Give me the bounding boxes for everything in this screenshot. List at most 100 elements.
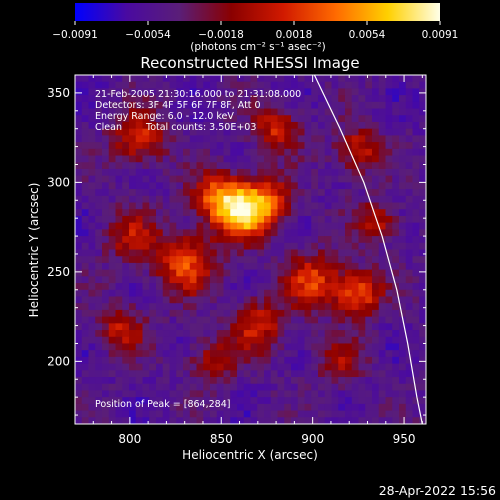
heatmap-cell (250, 128, 258, 136)
heatmap-cell (358, 88, 366, 96)
heatmap-cell (365, 330, 373, 338)
heatmap-cell (95, 242, 103, 251)
heatmap-cell (318, 128, 326, 136)
annotation-clean: Clean (95, 122, 122, 133)
heatmap-cell (189, 289, 198, 298)
heatmap-cell (304, 148, 312, 157)
heatmap-cell (135, 390, 144, 398)
heatmap-cell (291, 229, 299, 237)
heatmap-cell (284, 249, 292, 257)
heatmap-cell (189, 115, 198, 123)
heatmap-cell (243, 202, 252, 210)
heatmap-cell (351, 195, 360, 204)
heatmap-cell (324, 403, 333, 412)
heatmap-cell (250, 316, 258, 324)
heatmap-cell (162, 88, 171, 96)
heatmap-cell (183, 128, 191, 136)
heatmap-cell (223, 283, 231, 291)
heatmap-cell (378, 121, 387, 130)
heatmap-cell (405, 101, 414, 110)
heatmap-cell (149, 256, 157, 264)
heatmap-cell (264, 363, 272, 371)
heatmap-cell (122, 350, 130, 358)
heatmap-cell (189, 316, 198, 324)
heatmap-cell (345, 128, 353, 136)
heatmap-cell (75, 336, 83, 345)
heatmap-cell (257, 142, 265, 150)
heatmap-cell (419, 262, 426, 271)
heatmap-cell (304, 75, 312, 83)
heatmap-cell (129, 397, 137, 405)
heatmap-cell (331, 135, 339, 143)
heatmap-cell (358, 390, 366, 398)
heatmap-cell (297, 189, 306, 197)
heatmap-cell (156, 410, 164, 418)
heatmap-cell (162, 75, 171, 83)
heatmap-cell (189, 296, 198, 304)
heatmap-cell (149, 330, 157, 338)
heatmap-cell (108, 323, 117, 331)
heatmap-cell (338, 95, 346, 103)
heatmap-cell (183, 242, 191, 251)
heatmap-cell (318, 363, 326, 371)
heatmap-cell (169, 155, 177, 163)
heatmap-cell (115, 215, 123, 224)
heatmap-cell (75, 323, 83, 331)
heatmap-cell (95, 403, 103, 412)
heatmap-cell (129, 343, 137, 351)
heatmap-cell (81, 115, 90, 123)
heatmap-cell (203, 410, 211, 418)
heatmap-cell (345, 262, 353, 271)
heatmap-cell (264, 336, 272, 345)
heatmap-cell (108, 155, 117, 163)
heatmap-cell (122, 303, 130, 311)
heatmap-cell (372, 377, 380, 385)
heatmap-cell (75, 269, 83, 277)
heatmap-cell (102, 128, 110, 136)
heatmap-cell (230, 168, 238, 177)
heatmap-cell (142, 162, 150, 170)
heatmap-cell (277, 262, 285, 271)
heatmap-cell (142, 75, 150, 83)
heatmap-cell (230, 390, 238, 398)
heatmap-cell (176, 195, 184, 204)
heatmap-cell (81, 262, 90, 271)
heatmap-cell (210, 323, 218, 331)
heatmap-cell (237, 142, 245, 150)
heatmap-cell (277, 403, 285, 412)
heatmap-cell (196, 276, 204, 284)
heatmap-cell (291, 142, 299, 150)
heatmap-cell (135, 356, 144, 365)
heatmap-cell (135, 410, 144, 418)
heatmap-cell (210, 350, 218, 358)
heatmap-cell (277, 182, 285, 190)
heatmap-cell (129, 309, 137, 318)
heatmap-cell (216, 283, 225, 291)
heatmap-cell (311, 356, 319, 365)
heatmap-cell (277, 135, 285, 143)
heatmap-cell (162, 377, 171, 385)
heatmap-cell (250, 269, 258, 277)
heatmap-cell (210, 195, 218, 204)
heatmap-cell (250, 262, 258, 271)
heatmap-cell (176, 370, 184, 378)
heatmap-cell (324, 222, 333, 230)
heatmap-cell (230, 323, 238, 331)
heatmap-cell (392, 128, 400, 136)
heatmap-cell (129, 296, 137, 304)
heatmap-cell (122, 296, 130, 304)
heatmap-cell (210, 397, 218, 405)
heatmap-cell (237, 209, 245, 217)
heatmap-cell (223, 88, 231, 96)
heatmap-cell (115, 383, 123, 392)
heatmap-cell (108, 81, 117, 90)
heatmap-cell (169, 175, 177, 183)
heatmap-cell (115, 81, 123, 90)
heatmap-cell (102, 101, 110, 110)
heatmap-cell (176, 417, 184, 424)
heatmap-cell (223, 128, 231, 136)
heatmap-cell (75, 215, 83, 224)
heatmap-cell (297, 182, 306, 190)
heatmap-cell (304, 222, 312, 230)
heatmap-cell (257, 88, 265, 96)
